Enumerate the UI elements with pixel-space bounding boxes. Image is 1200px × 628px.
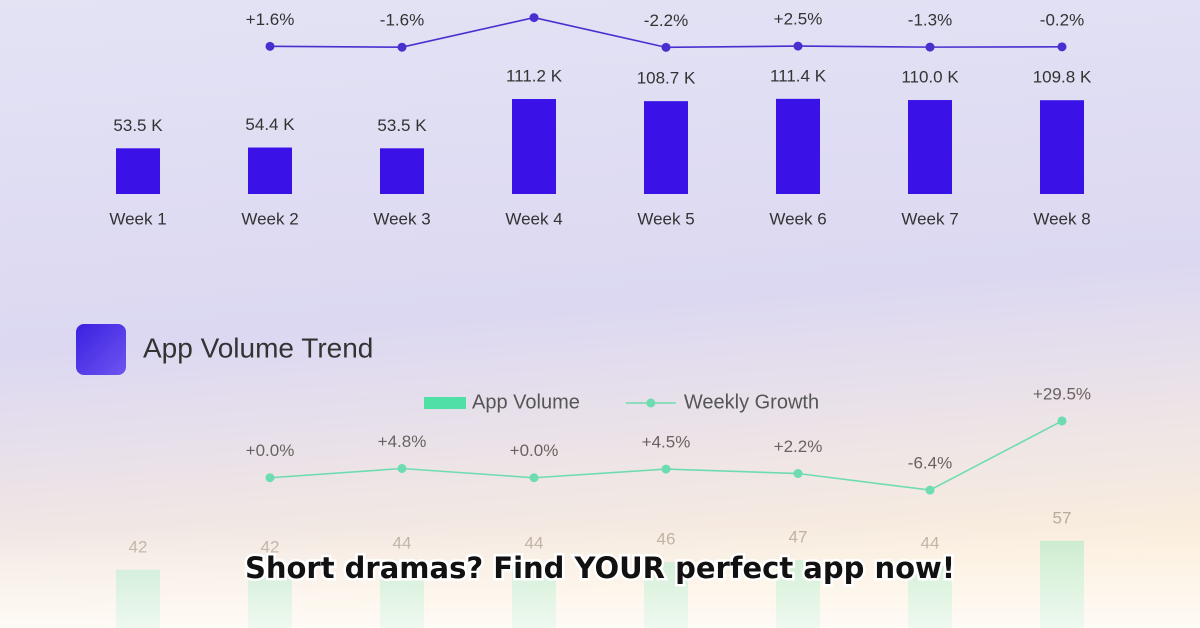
value-label: 53.5 K — [377, 116, 427, 135]
line-point — [397, 464, 407, 474]
value-label: 111.2 K — [506, 67, 563, 86]
value-label: +2.2% — [774, 437, 823, 456]
value-label: 110.0 K — [901, 68, 959, 87]
value-label: +29.5% — [1033, 384, 1091, 403]
value-label: 108.7 K — [637, 69, 696, 88]
overlay-text: Short dramas? Find YOUR perfect app now! — [245, 551, 955, 585]
value-label: +0.0% — [246, 441, 295, 460]
x-tick-label: Week 4 — [505, 209, 562, 228]
x-tick-label: Week 6 — [769, 209, 826, 228]
line-point — [661, 42, 671, 52]
title-icon — [76, 324, 126, 375]
line-point — [265, 41, 275, 51]
line-point — [925, 485, 935, 495]
value-label: 111.4 K — [770, 66, 827, 85]
value-label: +0.0% — [510, 441, 559, 460]
line-point — [529, 13, 539, 23]
plot: Week 1 Week 2 Week 3 Week 4 Week 5 Week 6 Week… — [0, 10, 1200, 628]
value-label: -1.3% — [908, 11, 952, 30]
value-label: +1.6% — [246, 10, 295, 29]
bar — [380, 148, 424, 194]
line-point — [1057, 42, 1067, 52]
bar — [512, 99, 556, 194]
value-label: 57 — [1053, 508, 1072, 527]
bar — [644, 101, 688, 194]
chart-title: App Volume Trend — [143, 332, 373, 363]
x-tick-label: Week 1 — [109, 209, 166, 228]
legend-label: Weekly Growth — [684, 391, 819, 413]
legend-swatch — [646, 398, 656, 408]
x-tick-label: Week 5 — [637, 209, 694, 228]
bar-fade — [0, 525, 1200, 628]
x-tick-label: Week 7 — [901, 209, 958, 228]
line-point — [265, 473, 275, 483]
line-point — [793, 41, 803, 51]
line-point — [793, 469, 803, 479]
value-label: 109.8 K — [1033, 68, 1092, 87]
value-label: -1.6% — [380, 11, 424, 30]
legend-label: App Volume — [472, 391, 580, 413]
line-point — [529, 473, 539, 483]
x-tick-label: Week 2 — [241, 209, 298, 228]
bar — [1040, 100, 1084, 194]
line-point — [661, 464, 671, 474]
value-label: -6.4% — [908, 454, 952, 473]
line-point — [925, 42, 935, 52]
value-label: -2.2% — [644, 11, 688, 30]
value-label: -0.2% — [1040, 10, 1084, 29]
bar — [776, 98, 820, 194]
x-tick-label: Week 8 — [1033, 209, 1090, 228]
bar — [248, 147, 292, 194]
line-point — [397, 42, 407, 52]
bar — [116, 148, 160, 194]
x-tick-label: Week 3 — [373, 209, 430, 228]
line-point — [1057, 416, 1067, 426]
value-label: +2.5% — [774, 10, 823, 29]
value-label: +4.5% — [642, 433, 691, 452]
value-label: 53.5 K — [113, 116, 163, 135]
bar — [908, 100, 952, 194]
value-label: +4.8% — [378, 432, 427, 451]
value-label: 54.4 K — [245, 115, 295, 134]
legend-swatch — [424, 397, 466, 409]
